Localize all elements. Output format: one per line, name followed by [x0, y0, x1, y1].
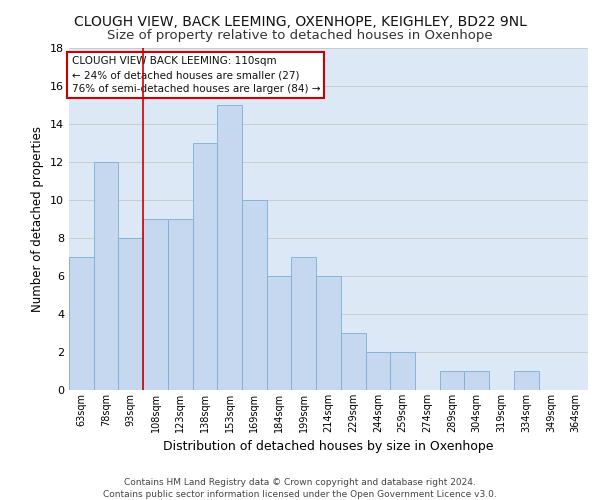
- Bar: [390, 352, 415, 390]
- Bar: [464, 371, 489, 390]
- Bar: [292, 257, 316, 390]
- Bar: [514, 371, 539, 390]
- Text: Contains HM Land Registry data © Crown copyright and database right 2024.
Contai: Contains HM Land Registry data © Crown c…: [103, 478, 497, 499]
- Bar: [341, 333, 365, 390]
- Bar: [168, 219, 193, 390]
- X-axis label: Distribution of detached houses by size in Oxenhope: Distribution of detached houses by size …: [163, 440, 494, 454]
- Bar: [242, 200, 267, 390]
- Bar: [118, 238, 143, 390]
- Bar: [267, 276, 292, 390]
- Text: CLOUGH VIEW BACK LEEMING: 110sqm
← 24% of detached houses are smaller (27)
76% o: CLOUGH VIEW BACK LEEMING: 110sqm ← 24% o…: [71, 56, 320, 94]
- Y-axis label: Number of detached properties: Number of detached properties: [31, 126, 44, 312]
- Bar: [365, 352, 390, 390]
- Bar: [193, 142, 217, 390]
- Bar: [143, 219, 168, 390]
- Text: CLOUGH VIEW, BACK LEEMING, OXENHOPE, KEIGHLEY, BD22 9NL: CLOUGH VIEW, BACK LEEMING, OXENHOPE, KEI…: [74, 15, 526, 29]
- Text: Size of property relative to detached houses in Oxenhope: Size of property relative to detached ho…: [107, 29, 493, 42]
- Bar: [69, 257, 94, 390]
- Bar: [217, 104, 242, 390]
- Bar: [440, 371, 464, 390]
- Bar: [316, 276, 341, 390]
- Bar: [94, 162, 118, 390]
